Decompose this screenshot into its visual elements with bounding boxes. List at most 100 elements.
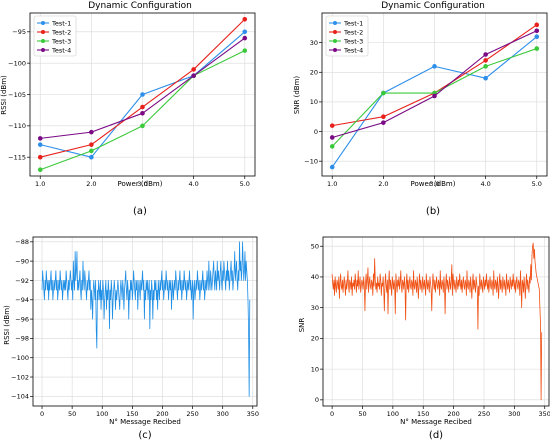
legend-marker [41, 30, 45, 34]
y-tick-label: −104 [11, 393, 29, 401]
panel-c-rssi-vs-messages: 0 50 100 150 200 250 300 350 −104 −102 −100 −98 −96 −… [3, 236, 259, 441]
panel-d-xlabel: N° Message Recibed [400, 418, 472, 426]
x-tick-label: 0 [40, 410, 44, 418]
data-point-test-4 [432, 93, 437, 99]
panel-b-ylabel: SNR (dBm) [293, 76, 301, 115]
y-tick-label: −100 [11, 354, 29, 362]
legend-label: Test-1 [51, 19, 71, 27]
data-point-test-3 [242, 48, 248, 53]
x-tick-label: 250 [478, 410, 490, 418]
axes-frame [29, 12, 256, 177]
x-tick-label: 5.0 [532, 180, 542, 188]
data-point-test-2 [242, 16, 248, 22]
x-tick-label: 150 [126, 410, 138, 418]
data-point-test-2 [329, 123, 335, 128]
x-tick-label: 350 [247, 410, 259, 418]
x-tick-label: 100 [96, 410, 108, 418]
legend-marker [41, 48, 45, 52]
panel-a-plot-area: 1.0 2.0 3.0 4.0 5.0 −115 −110 −105 −100 −95 Test-1… [8, 12, 256, 188]
data-point-test-2 [37, 154, 43, 160]
x-tick-label: 1.0 [327, 180, 337, 188]
data-point-test-2 [534, 22, 540, 28]
caption-c: (c) [138, 430, 151, 441]
y-tick-label: 20 [311, 335, 319, 343]
panel-b-plot-area: 1.0 2.0 3.0 4.0 5.0−100102030Test-1Test-2Tes… [304, 12, 548, 188]
y-tick-label: 30 [310, 39, 318, 47]
data-point-test-3 [329, 144, 335, 149]
y-tick-label: 10 [311, 365, 319, 373]
data-point-test-3 [381, 90, 386, 96]
x-tick-label: 200 [156, 410, 168, 418]
y-tick-label: 20 [310, 69, 318, 77]
x-tick-label: 350 [539, 410, 550, 418]
legend-marker [333, 30, 337, 34]
x-tick-label: 100 [387, 410, 399, 418]
y-tick-label: −92 [15, 277, 29, 285]
data-point-test-1 [432, 64, 437, 69]
y-tick-label: −110 [8, 122, 26, 130]
y-tick-label: −96 [15, 315, 29, 323]
y-tick-label: 10 [310, 98, 318, 106]
data-point-test-4 [37, 136, 43, 141]
y-tick-label: −90 [15, 257, 29, 265]
data-point-test-1 [483, 75, 488, 81]
legend-label: Test-3 [51, 37, 71, 45]
y-tick-label: −98 [15, 335, 29, 343]
data-point-test-4 [140, 111, 145, 116]
y-tick-label: −115 [8, 153, 26, 161]
y-tick-label: −10 [304, 157, 318, 165]
data-point-test-4 [483, 52, 488, 57]
y-tick-label: −102 [11, 373, 29, 381]
data-point-test-1 [242, 29, 248, 35]
x-tick-label: 2.0 [378, 180, 388, 188]
panel-c-xlabel: N° Message Recibed [109, 418, 181, 426]
data-point-test-3 [89, 148, 94, 154]
legend-marker [41, 39, 45, 43]
y-tick-label: −95 [12, 28, 26, 36]
y-tick-label: 40 [311, 273, 319, 281]
legend-marker [333, 21, 337, 25]
legend-marker [41, 21, 45, 25]
legend-label: Test-3 [343, 37, 363, 45]
data-point-test-3 [534, 46, 540, 51]
x-tick-label: 300 [216, 410, 228, 418]
y-tick-label: −100 [8, 59, 26, 67]
x-tick-label: 3.0 [429, 180, 439, 188]
data-point-test-1 [140, 92, 145, 97]
x-tick-label: 2.0 [86, 180, 96, 188]
panel-a-xlabel: Power (dBm) [118, 180, 163, 188]
y-tick-label: −105 [8, 91, 26, 99]
legend-marker [333, 48, 337, 52]
data-point-test-1 [534, 34, 540, 40]
legend-label: Test-2 [343, 28, 363, 36]
legend-label: Test-2 [51, 28, 71, 36]
x-tick-label: 1.0 [35, 180, 45, 188]
series-line-d [331, 242, 543, 401]
legend-marker [333, 39, 337, 43]
data-point-test-4 [89, 129, 94, 135]
x-tick-label: 4.0 [480, 180, 490, 188]
y-tick-label: 30 [311, 304, 319, 312]
x-tick-label: 150 [417, 410, 429, 418]
x-tick-label: 300 [508, 410, 520, 418]
x-tick-label: 0 [330, 410, 334, 418]
panel-d-ylabel: SNR [298, 318, 306, 333]
data-point-test-4 [534, 28, 540, 34]
data-point-test-2 [89, 142, 94, 147]
axes-frame [321, 12, 548, 177]
data-point-test-4 [191, 73, 196, 78]
panel-a-ylabel: RSSI (dBm) [0, 75, 8, 115]
panel-a-rssi-vs-power: 1.0 2.0 3.0 4.0 5.0 −115 −110 −105 −100 −95 Test-1… [0, 1, 256, 217]
x-tick-label: 250 [186, 410, 198, 418]
x-tick-label: 3.0 [137, 180, 147, 188]
panel-c-ylabel: RSSI (dBm) [3, 305, 11, 345]
data-point-test-2 [140, 104, 145, 110]
panel-b-snr-vs-power: 1.0 2.0 3.0 4.0 5.0−100102030Test-1Test-2Tes… [293, 1, 548, 217]
data-point-test-3 [483, 64, 488, 69]
data-point-test-4 [329, 135, 335, 140]
x-tick-label: 200 [447, 410, 459, 418]
caption-d: (d) [429, 430, 443, 441]
data-point-test-3 [140, 123, 145, 129]
